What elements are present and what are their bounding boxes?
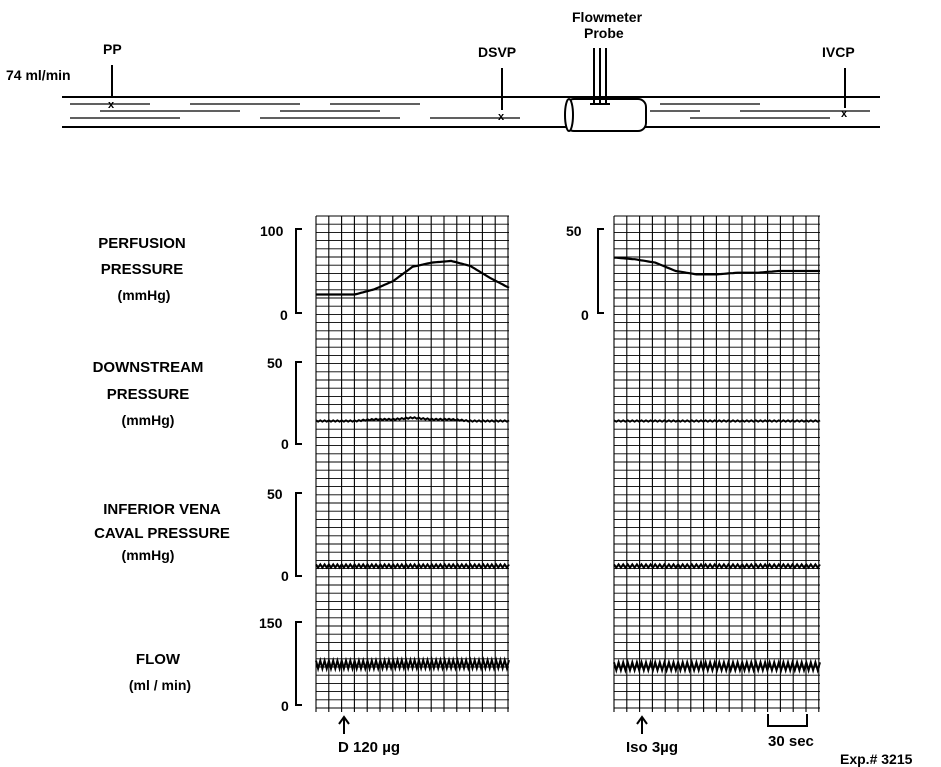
ivc-top-tick: 50 [267, 486, 283, 502]
downstream-label-2: PRESSURE [107, 386, 190, 403]
scale-bracket [295, 621, 302, 706]
right-downstream-trace [613, 419, 821, 423]
ivcp-marker: x [841, 108, 848, 120]
time-scale-label: 30 sec [768, 733, 814, 750]
dsvp-marker: x [498, 111, 505, 123]
y-tick-labels: 100 0 50 0 50 0 50 0 150 0 [259, 223, 589, 714]
left-recording-grid [315, 215, 509, 712]
flow-rate-label: 74 ml/min [6, 67, 71, 83]
y-scales [295, 228, 604, 706]
downstream-bottom-tick: 0 [281, 436, 289, 452]
scale-bracket [295, 228, 302, 314]
flow-bottom-tick: 0 [281, 698, 289, 714]
annotations: D 120 µg Iso 3µg 30 sec Exp.# 3215 [338, 714, 913, 767]
right-dose-arrow [636, 715, 648, 734]
perfusion-label-3: (mmHg) [118, 287, 171, 303]
traces [315, 256, 821, 674]
time-scale-bar [767, 714, 808, 727]
scale-bracket [295, 492, 302, 577]
perfusion-left-bottom-tick: 0 [280, 307, 288, 323]
left-downstream-trace [315, 416, 510, 423]
downstream-label-3: (mmHg) [122, 412, 175, 428]
right-perfusion-trace [613, 256, 820, 276]
flowmeter-label-1: Flowmeter [572, 9, 643, 25]
scale-bracket [295, 361, 302, 445]
pp-label: PP [103, 41, 122, 57]
right-ivc-trace [613, 562, 821, 570]
perfusion-left-top-tick: 100 [260, 223, 284, 239]
downstream-label-1: DOWNSTREAM [93, 359, 204, 376]
ivcp-label: IVCP [822, 44, 855, 60]
right-dose-label: Iso 3µg [626, 739, 678, 756]
ivc-label-3: (mmHg) [122, 547, 175, 563]
experiment-number: Exp.# 3215 [840, 751, 913, 767]
pp-marker: x [108, 99, 115, 111]
flow-label-2: (ml / min) [129, 677, 191, 693]
downstream-top-tick: 50 [267, 355, 283, 371]
dsvp-label: DSVP [478, 44, 516, 60]
left-dose-label: D 120 µg [338, 739, 400, 756]
perfusion-right-bottom-tick: 0 [581, 307, 589, 323]
ivc-label-2: CAVAL PRESSURE [94, 525, 230, 542]
flow-label-1: FLOW [136, 651, 181, 668]
vessel-hatching [70, 103, 870, 119]
panel-labels: PERFUSION PRESSURE (mmHg) DOWNSTREAM PRE… [93, 235, 230, 693]
perfusion-label-2: PRESSURE [101, 261, 184, 278]
right-recording-grid [613, 215, 820, 712]
ivc-label-1: INFERIOR VENA [103, 501, 221, 518]
left-ivc-trace [315, 562, 510, 570]
ivc-bottom-tick: 0 [281, 568, 289, 584]
perfusion-right-top-tick: 50 [566, 223, 582, 239]
left-flow-trace [315, 656, 510, 673]
flow-top-tick: 150 [259, 615, 283, 631]
flowmeter-label-2: Probe [584, 25, 624, 41]
vessel-diagram: 74 ml/min PP DSVP IVCP Flowmeter Probe x… [6, 9, 880, 132]
left-dose-arrow [338, 715, 350, 734]
perfusion-label-1: PERFUSION [98, 235, 186, 252]
flowmeter-probe [564, 48, 647, 132]
left-perfusion-trace [316, 259, 510, 296]
right-flow-trace [613, 658, 821, 674]
scale-bracket [597, 228, 604, 314]
